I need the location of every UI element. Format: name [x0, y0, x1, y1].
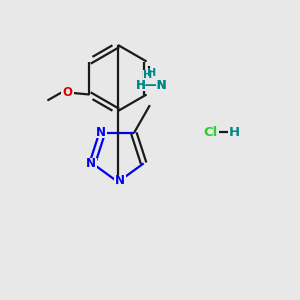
Text: H: H [147, 68, 157, 78]
Text: O: O [62, 86, 72, 99]
FancyBboxPatch shape [227, 125, 241, 139]
Text: N: N [96, 126, 106, 139]
FancyBboxPatch shape [201, 125, 219, 139]
Text: N: N [86, 157, 96, 170]
FancyBboxPatch shape [85, 158, 97, 169]
FancyBboxPatch shape [114, 175, 126, 185]
FancyBboxPatch shape [143, 70, 153, 80]
Text: H: H [228, 125, 240, 139]
FancyBboxPatch shape [140, 79, 164, 91]
FancyBboxPatch shape [95, 127, 107, 138]
Text: H—N: H—N [136, 79, 168, 92]
Text: H—N: H—N [136, 79, 168, 92]
Text: N: N [115, 173, 125, 187]
FancyBboxPatch shape [147, 68, 157, 78]
FancyBboxPatch shape [140, 79, 164, 91]
Text: Cl: Cl [203, 125, 217, 139]
Text: H: H [143, 70, 152, 80]
FancyBboxPatch shape [61, 86, 74, 98]
